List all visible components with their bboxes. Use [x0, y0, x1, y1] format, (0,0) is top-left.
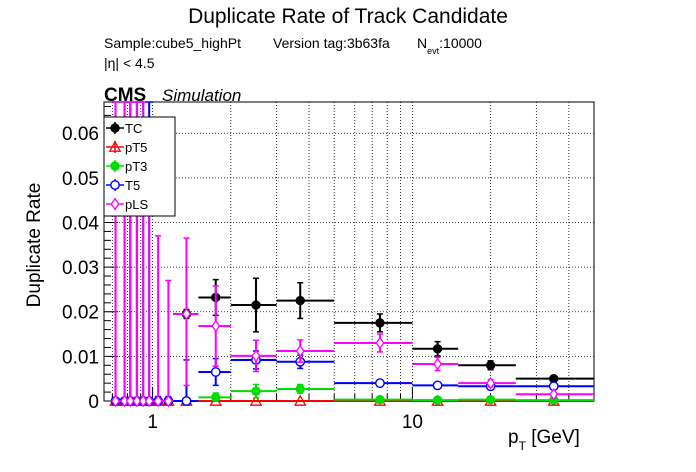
nevt-subscript: evt: [427, 46, 440, 56]
data-point: [432, 395, 443, 405]
legend-label: TC: [125, 121, 142, 136]
y-tick-label: 0.02: [62, 303, 99, 324]
data-point: [485, 394, 496, 405]
data-point: [375, 394, 385, 405]
eta-cut-label: |η| < 4.5: [104, 55, 155, 71]
data-point: [295, 344, 305, 358]
data-point: [181, 396, 192, 406]
y-tick-label: 0: [88, 392, 99, 413]
cms-label: CMS: [104, 85, 146, 106]
legend-marker: [108, 140, 122, 152]
data-point: [485, 360, 496, 370]
legend: TC pT5 pT3 T5 pLS: [103, 116, 176, 217]
data-point: [433, 357, 443, 371]
data-point: [375, 336, 385, 350]
data-point: [549, 387, 559, 401]
data-point: [144, 394, 154, 408]
data-point: [210, 367, 221, 377]
x-axis-title-unit: [GeV]: [526, 427, 580, 448]
legend-item-t5: T5: [106, 178, 140, 193]
data-point: [132, 394, 142, 408]
grid-lines: [104, 102, 594, 401]
x-tick-label: 10: [402, 412, 423, 433]
data-point: [295, 295, 305, 306]
data-point: [432, 344, 443, 354]
chart-title: Duplicate Rate of Track Candidate: [188, 5, 508, 28]
y-tick-label: 0.03: [62, 258, 99, 279]
data-point: [211, 392, 221, 403]
legend-marker: [110, 197, 120, 211]
x-axis-title: pT [GeV]: [508, 427, 580, 453]
y-axis-title: Duplicate Rate: [24, 183, 45, 308]
y-tick-label: 0.04: [62, 213, 99, 234]
data-point: [125, 394, 135, 408]
data-point: [251, 349, 261, 363]
legend-label: T5: [125, 178, 140, 193]
data-point: [153, 394, 163, 408]
data-point: [111, 394, 121, 408]
nevt-value: :10000: [439, 35, 482, 51]
legend-marker: [110, 180, 120, 190]
legend-item-tc: TC: [106, 121, 142, 136]
data-point: [138, 394, 148, 408]
data-point: [211, 319, 221, 333]
legend-marker: [110, 123, 120, 133]
legend-marker: [110, 161, 120, 171]
legend-item-pt5: pT5: [106, 140, 147, 155]
nevt-symbol: N: [417, 35, 427, 51]
data-point: [251, 386, 261, 396]
data-point: [293, 394, 307, 406]
data-point: [163, 394, 173, 408]
legend-label: pT3: [125, 159, 147, 174]
data-point: [375, 378, 385, 389]
version-label: Version tag:3b63fa: [273, 35, 390, 51]
data-point: [251, 300, 261, 310]
legend-label: pT5: [125, 140, 147, 155]
data-point: [249, 394, 263, 406]
simulation-label: Simulation: [162, 86, 241, 105]
y-tick-label: 0.05: [62, 169, 99, 190]
legend-item-pt3: pT3: [106, 159, 147, 174]
legend-label: pLS: [125, 197, 148, 212]
data-point: [375, 318, 385, 328]
data-point: [295, 384, 305, 394]
x-axis-title-sub: T: [519, 439, 527, 453]
sample-label: Sample:cube5_highPt: [104, 35, 241, 51]
x-tick-label: 1: [147, 412, 158, 433]
data-point: [432, 380, 443, 391]
y-tick-label: 0.06: [62, 124, 99, 145]
data-point: [486, 376, 496, 390]
data-point: [181, 307, 191, 321]
legend-item-pls: pLS: [106, 197, 148, 212]
nevt-label: Nevt:10000: [417, 35, 482, 56]
plot-frame: [103, 101, 595, 402]
x-axis-title-main: p: [508, 427, 519, 448]
y-tick-label: 0.01: [62, 347, 99, 368]
series-t5: [110, 101, 594, 406]
data-series: [109, 101, 594, 408]
